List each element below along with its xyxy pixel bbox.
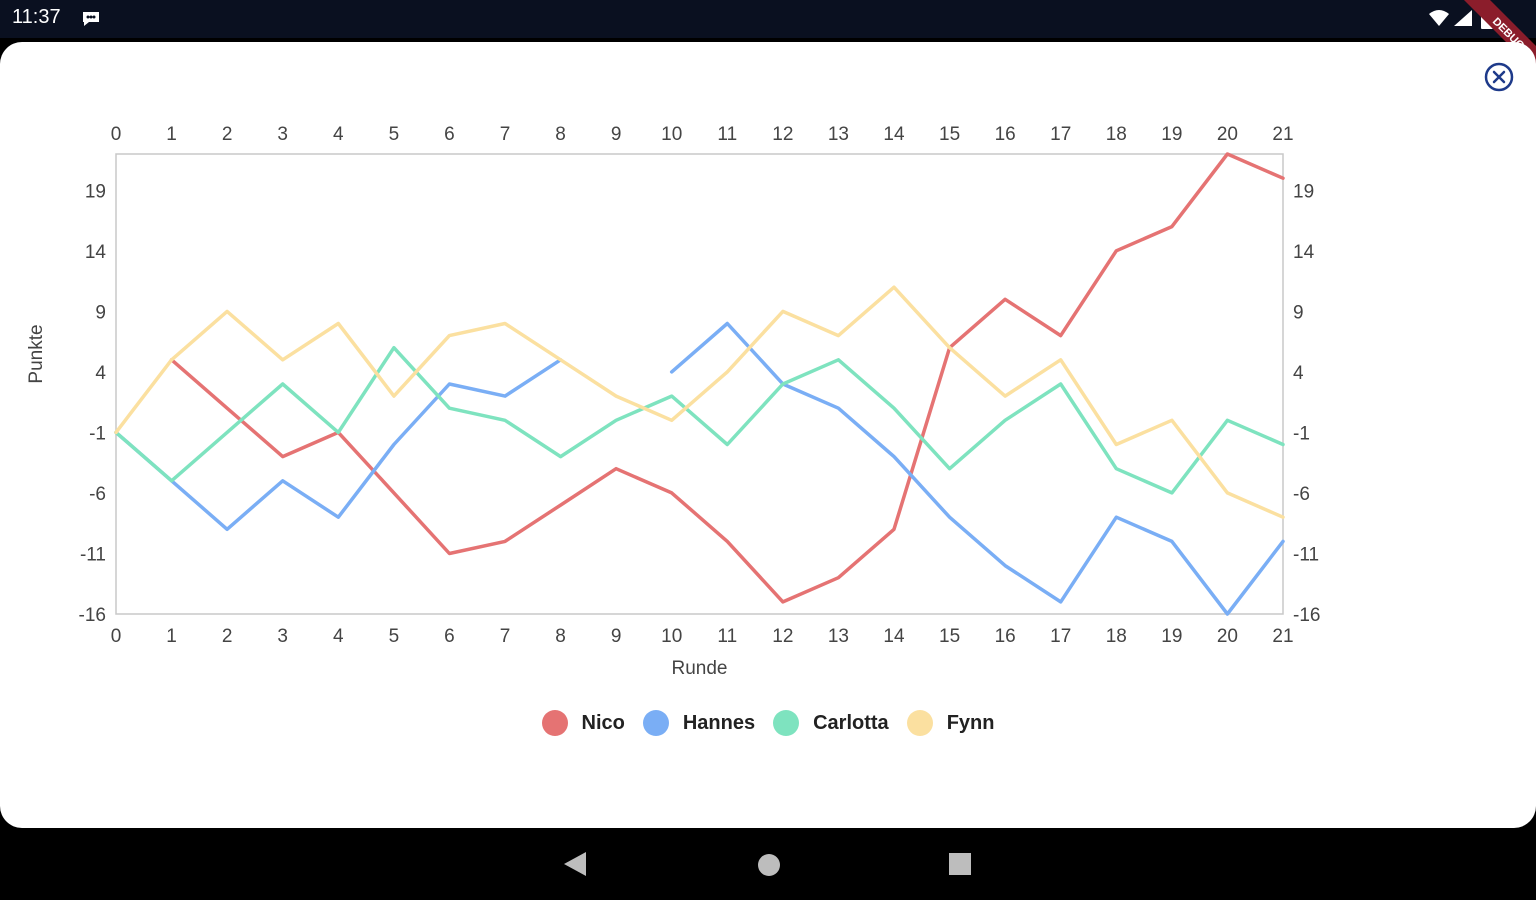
x-tick-label-top: 21 <box>1272 124 1293 145</box>
x-tick-label-bottom: 15 <box>939 626 960 647</box>
message-icon <box>80 9 102 34</box>
y-tick-label-right: -11 <box>1293 544 1319 565</box>
x-tick-label-bottom: 16 <box>995 626 1016 647</box>
y-tick-label-right: 4 <box>1293 363 1304 384</box>
x-tick-label-top: 20 <box>1217 124 1238 145</box>
back-icon <box>564 852 586 876</box>
legend-item-carlotta[interactable]: Carlotta <box>773 710 889 736</box>
x-tick-label-bottom: 8 <box>555 626 566 647</box>
legend-label: Hannes <box>682 711 756 734</box>
legend-dot <box>773 710 800 736</box>
x-tick-label-bottom: 3 <box>277 626 288 647</box>
y-tick-label-right: -1 <box>1293 423 1310 444</box>
y-tick-label-left: 4 <box>95 363 106 384</box>
home-icon <box>758 854 780 876</box>
x-tick-label-bottom: 18 <box>1106 626 1127 647</box>
y-tick-label-right: 14 <box>1293 242 1315 263</box>
legend-item-fynn[interactable]: Fynn <box>906 710 995 736</box>
x-tick-label-bottom: 17 <box>1050 626 1071 647</box>
x-tick-label-bottom: 21 <box>1272 626 1293 647</box>
x-tick-label-top: 19 <box>1161 124 1182 145</box>
legend-item-nico[interactable]: Nico <box>541 710 625 736</box>
recent-apps-icon <box>949 853 971 875</box>
chart-legend: Nico Hannes Carlotta Fynn <box>0 703 1536 743</box>
close-circle-icon <box>1484 62 1514 92</box>
x-tick-label-top: 6 <box>444 124 455 145</box>
x-tick-label-top: 12 <box>772 124 793 145</box>
legend-dot <box>642 710 669 736</box>
x-tick-label-top: 3 <box>277 124 288 145</box>
x-tick-label-top: 11 <box>717 124 737 145</box>
x-tick-label-bottom: 1 <box>166 626 177 647</box>
close-button[interactable] <box>1483 61 1515 93</box>
series-line-hannes <box>114 358 563 532</box>
recent-apps-button[interactable] <box>948 852 972 881</box>
wifi-icon <box>1428 8 1450 33</box>
series-line-carlotta <box>114 345 1285 495</box>
x-tick-label-top: 1 <box>166 124 177 145</box>
x-tick-label-top: 18 <box>1106 124 1127 145</box>
legend-label: Nico <box>581 711 625 734</box>
status-bar: 11:37 DEBUG <box>0 0 1536 72</box>
x-tick-label-bottom: 19 <box>1161 626 1182 647</box>
x-tick-label-top: 15 <box>939 124 960 145</box>
x-tick-label-bottom: 13 <box>828 626 849 647</box>
series-line-fynn <box>114 285 1285 519</box>
back-button[interactable] <box>562 850 588 883</box>
y-tick-label-left: -16 <box>79 605 106 626</box>
legend-dot <box>541 710 568 736</box>
series-line-hannes <box>669 321 1285 616</box>
x-tick-label-top: 17 <box>1050 124 1071 145</box>
x-tick-label-top: 8 <box>555 124 566 145</box>
y-tick-label-right: 9 <box>1293 302 1304 323</box>
x-axis-label: Runde <box>672 658 728 679</box>
legend-item-hannes[interactable]: Hannes <box>642 710 756 736</box>
chart-dialog: 0 0 1 1 2 2 3 3 4 4 5 5 6 6 7 7 8 8 9 9 10 10 11 11 12 12 13 13 14 14… <box>0 42 1536 828</box>
x-tick-label-bottom: 5 <box>389 626 400 647</box>
y-tick-label-left: -6 <box>89 484 106 505</box>
x-tick-label-bottom: 12 <box>772 626 793 647</box>
x-tick-label-bottom: 11 <box>717 626 737 647</box>
x-tick-label-top: 4 <box>333 124 344 145</box>
x-tick-label-top: 13 <box>828 124 849 145</box>
y-tick-label-left: 14 <box>85 242 107 263</box>
x-tick-label-top: 0 <box>111 124 122 145</box>
x-tick-label-bottom: 7 <box>500 626 511 647</box>
plot-border <box>115 153 1284 615</box>
legend-dot <box>906 710 933 736</box>
y-tick-label-right: -16 <box>1293 605 1320 626</box>
navigation-bar <box>0 828 1536 900</box>
y-tick-label-right: -6 <box>1293 484 1310 505</box>
y-tick-label-left: 19 <box>85 181 106 202</box>
y-axis-label: Punkte <box>26 324 47 383</box>
y-tick-label-left: -1 <box>89 423 106 444</box>
x-tick-label-bottom: 14 <box>883 626 905 647</box>
status-time: 11:37 <box>12 6 61 28</box>
x-tick-label-top: 16 <box>995 124 1016 145</box>
signal-icon <box>1452 8 1474 33</box>
x-tick-label-bottom: 0 <box>111 626 122 647</box>
x-tick-label-top: 9 <box>611 124 622 145</box>
y-tick-label-right: 19 <box>1293 181 1314 202</box>
x-tick-label-bottom: 4 <box>333 626 344 647</box>
x-tick-label-bottom: 10 <box>661 626 682 647</box>
line-chart: 0011223344556677889910101111121213131414… <box>26 124 1320 679</box>
x-tick-label-top: 2 <box>222 124 233 145</box>
legend-label: Carlotta <box>813 711 889 734</box>
y-tick-label-left: 9 <box>95 302 106 323</box>
x-tick-label-top: 10 <box>661 124 682 145</box>
legend-label: Fynn <box>946 711 995 734</box>
home-button[interactable] <box>756 852 782 883</box>
y-tick-label-left: -11 <box>80 544 106 565</box>
x-tick-label-top: 14 <box>883 124 905 145</box>
x-tick-label-bottom: 6 <box>444 626 455 647</box>
series-line-nico <box>169 152 1285 604</box>
x-tick-label-bottom: 20 <box>1217 626 1238 647</box>
x-tick-label-bottom: 9 <box>611 626 622 647</box>
x-tick-label-bottom: 2 <box>222 626 233 647</box>
x-tick-label-top: 7 <box>500 124 511 145</box>
x-tick-label-top: 5 <box>389 124 400 145</box>
